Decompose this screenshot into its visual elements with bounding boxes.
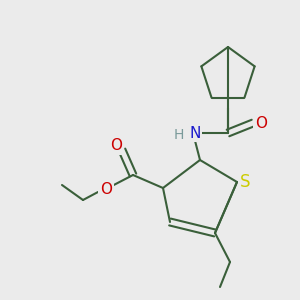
- Text: O: O: [110, 139, 122, 154]
- Text: O: O: [255, 116, 267, 130]
- Text: O: O: [100, 182, 112, 197]
- Text: S: S: [240, 173, 250, 191]
- Text: N: N: [189, 125, 201, 140]
- Text: H: H: [174, 128, 184, 142]
